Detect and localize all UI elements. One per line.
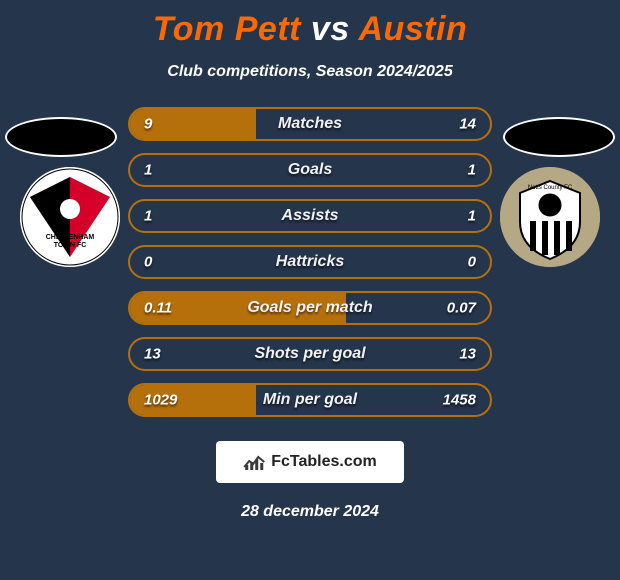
stat-label: Min per goal bbox=[263, 391, 357, 409]
stat-value-left: 1029 bbox=[144, 392, 177, 409]
cheltenham-crest-icon: CHELTENHAM TOWN FC bbox=[20, 167, 120, 267]
stat-value-right: 1 bbox=[468, 162, 476, 179]
club-crest-left: CHELTENHAM TOWN FC bbox=[20, 167, 120, 267]
club-crest-right: Notts County FC bbox=[500, 167, 600, 267]
date-text: 28 december 2024 bbox=[0, 503, 620, 521]
brand-text: FcTables.com bbox=[271, 453, 377, 471]
stat-value-right: 1 bbox=[468, 208, 476, 225]
stat-value-left: 0 bbox=[144, 254, 152, 271]
svg-text:CHELTENHAM: CHELTENHAM bbox=[46, 234, 95, 241]
stat-rows: 9 Matches 14 1 Goals 1 1 Assists 1 0 Hattricks 0 0.1… bbox=[128, 107, 492, 417]
stat-row: 9 Matches 14 bbox=[128, 107, 492, 141]
stat-row: 0.11 Goals per match 0.07 bbox=[128, 291, 492, 325]
chart-icon bbox=[243, 453, 265, 471]
stat-value-right: 0 bbox=[468, 254, 476, 271]
vs-text: vs bbox=[311, 10, 350, 48]
stat-value-left: 1 bbox=[144, 208, 152, 225]
stat-row: 13 Shots per goal 13 bbox=[128, 337, 492, 371]
stat-value-right: 1458 bbox=[443, 392, 476, 409]
stat-label: Assists bbox=[282, 207, 339, 225]
svg-text:TOWN FC: TOWN FC bbox=[54, 242, 87, 249]
stat-value-right: 13 bbox=[459, 346, 476, 363]
stat-label: Goals per match bbox=[247, 299, 372, 317]
player2-name: Austin bbox=[358, 10, 467, 48]
stat-label: Shots per goal bbox=[254, 345, 365, 363]
brand-badge: FcTables.com bbox=[216, 441, 404, 483]
stat-row: 1029 Min per goal 1458 bbox=[128, 383, 492, 417]
stat-value-right: 0.07 bbox=[447, 300, 476, 317]
stat-value-left: 0.11 bbox=[144, 300, 172, 317]
svg-text:Notts County FC: Notts County FC bbox=[528, 185, 573, 191]
stat-label: Hattricks bbox=[276, 253, 344, 271]
stat-row: 1 Goals 1 bbox=[128, 153, 492, 187]
comparison-panel: CHELTENHAM TOWN FC Notts County FC 9 Matc… bbox=[0, 107, 620, 417]
player1-portrait-placeholder bbox=[5, 117, 117, 157]
player1-name: Tom Pett bbox=[153, 10, 301, 48]
subtitle: Club competitions, Season 2024/2025 bbox=[0, 63, 620, 81]
stat-value-right: 14 bbox=[459, 116, 476, 133]
stat-value-left: 13 bbox=[144, 346, 161, 363]
notts-county-crest-icon: Notts County FC bbox=[500, 167, 600, 267]
stat-row: 1 Assists 1 bbox=[128, 199, 492, 233]
stat-label: Matches bbox=[278, 115, 342, 133]
page-title: Tom Pett vs Austin bbox=[0, 0, 620, 49]
stat-value-left: 9 bbox=[144, 116, 152, 133]
stat-label: Goals bbox=[288, 161, 332, 179]
stat-row: 0 Hattricks 0 bbox=[128, 245, 492, 279]
player2-portrait-placeholder bbox=[503, 117, 615, 157]
stat-value-left: 1 bbox=[144, 162, 152, 179]
